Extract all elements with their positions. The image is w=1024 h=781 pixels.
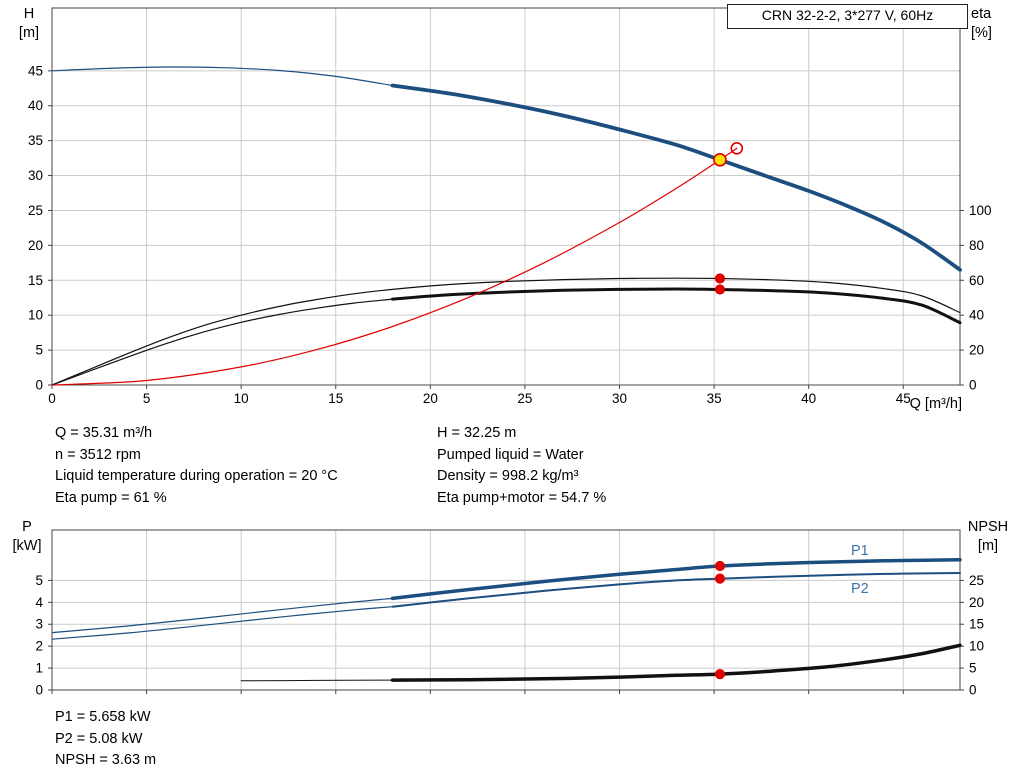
- svg-text:0: 0: [969, 378, 977, 393]
- pump-curve-full-range: [51, 66, 394, 87]
- pump-model-title: CRN 32-2-2, 3*277 V, 60Hz: [727, 4, 968, 29]
- flow-value: Q = 35.31 m³/h: [55, 425, 153, 441]
- p2-marker: [714, 573, 726, 584]
- svg-text:10: 10: [234, 391, 249, 406]
- svg-text:5: 5: [35, 343, 43, 358]
- svg-text:10: 10: [969, 639, 984, 654]
- svg-text:35: 35: [28, 133, 43, 148]
- head-value: H = 32.25 m: [437, 425, 517, 441]
- svg-text:1: 1: [35, 661, 43, 676]
- q-axis-title: Q [m³/h]: [909, 396, 962, 412]
- svg-text:40: 40: [801, 391, 816, 406]
- liquid-temperature-value: Liquid temperature during operation = 20…: [55, 468, 338, 484]
- eta-pump-motor-curve: [391, 287, 962, 325]
- density-value: Density = 998.2 kg/m³: [437, 468, 579, 484]
- svg-text:4: 4: [35, 595, 43, 610]
- npsh-axis-name: NPSH: [967, 519, 1009, 535]
- svg-text:10: 10: [28, 308, 43, 323]
- npsh-value: NPSH = 3.63 m: [55, 752, 157, 768]
- svg-text:15: 15: [969, 617, 984, 632]
- svg-text:5: 5: [35, 573, 43, 588]
- svg-text:80: 80: [969, 238, 984, 253]
- h-axis-title: H [m]: [10, 5, 48, 43]
- npsh-axis-title: NPSH [m]: [960, 518, 1016, 556]
- eta-axis-unit: [%]: [971, 25, 992, 41]
- svg-text:100: 100: [969, 203, 992, 218]
- p-axis-name: P: [22, 519, 32, 535]
- p1-curve-full-range: [51, 597, 394, 634]
- svg-text:25: 25: [517, 391, 532, 406]
- eta-axis-name: eta: [971, 6, 992, 22]
- svg-text:20: 20: [969, 595, 984, 610]
- eta-pump-marker: [714, 273, 726, 284]
- svg-text:45: 45: [28, 63, 43, 78]
- svg-text:0: 0: [969, 683, 977, 698]
- eta-pump-motor-value: Eta pump+motor = 54.7 %: [437, 489, 607, 506]
- eta-pump-motor-marker: [714, 284, 726, 295]
- h-axis-name: H: [23, 6, 35, 22]
- eta-pump-motor-curve-full-range: [51, 298, 394, 386]
- pump-curve: [390, 83, 962, 272]
- svg-text:0: 0: [35, 378, 43, 393]
- npsh-curve-full-range: [240, 679, 393, 682]
- eta-pump-value: Eta pump = 61 %: [55, 489, 167, 506]
- svg-text:35: 35: [707, 391, 722, 406]
- svg-text:30: 30: [28, 168, 43, 183]
- npsh-marker: [714, 668, 726, 680]
- svg-text:60: 60: [969, 273, 984, 288]
- operating-data-left: Q = 35.31 m³/h n = 3512 rpm Liquid tempe…: [55, 423, 338, 509]
- svg-text:2: 2: [35, 639, 43, 654]
- svg-text:40: 40: [28, 98, 43, 113]
- h-axis-unit: [m]: [18, 25, 40, 41]
- svg-text:0: 0: [35, 683, 43, 698]
- p-axis-unit: [kW]: [12, 538, 42, 554]
- svg-text:20: 20: [969, 343, 984, 358]
- svg-text:25: 25: [28, 203, 43, 218]
- p2-value: P2 = 5.08 kW: [55, 730, 143, 747]
- svg-text:25: 25: [969, 573, 984, 588]
- speed-value: n = 3512 rpm: [55, 446, 141, 463]
- p1-series-label: P1: [851, 543, 869, 559]
- hq-eta-chart: 0 5 10 15 20 25 30 35 40 45 0 5 10 15 20 25 30 35 40 45 0 20 4…: [28, 7, 992, 406]
- p1-curve: [390, 558, 962, 601]
- npsh-axis-unit: [m]: [977, 538, 999, 554]
- operating-data-right: H = 32.25 m Pumped liquid = Water Densit…: [437, 423, 606, 509]
- svg-text:30: 30: [612, 391, 627, 406]
- p2-series-label: P2: [851, 581, 869, 597]
- svg-text:3: 3: [35, 617, 43, 632]
- svg-text:15: 15: [328, 391, 343, 406]
- power-results: P1 = 5.658 kW P2 = 5.08 kW NPSH = 3.63 m: [55, 707, 156, 772]
- svg-text:20: 20: [28, 238, 43, 253]
- p-axis-title: P [kW]: [6, 518, 48, 556]
- svg-text:0: 0: [48, 391, 56, 406]
- svg-text:20: 20: [423, 391, 438, 406]
- p1-value: P1 = 5.658 kW: [55, 709, 151, 725]
- svg-text:15: 15: [28, 273, 43, 288]
- duty-parabola: [51, 147, 738, 386]
- p2-curve-full-range: [51, 606, 394, 640]
- svg-text:45: 45: [896, 391, 911, 406]
- duty-point-marker: [713, 153, 727, 167]
- svg-text:5: 5: [969, 661, 977, 676]
- requested-duty-marker: [730, 142, 744, 155]
- eta-axis-title: eta [%]: [971, 5, 1015, 43]
- p1-marker: [714, 560, 726, 572]
- svg-text:5: 5: [143, 391, 151, 406]
- power-npsh-chart: 0 1 2 3 4 5 0 5 10 15 20 25: [35, 529, 984, 698]
- pumped-liquid-value: Pumped liquid = Water: [437, 446, 584, 463]
- eta-pump-curve: [51, 277, 961, 386]
- p2-curve: [391, 572, 961, 608]
- svg-text:40: 40: [969, 308, 984, 323]
- npsh-curve: [390, 643, 962, 682]
